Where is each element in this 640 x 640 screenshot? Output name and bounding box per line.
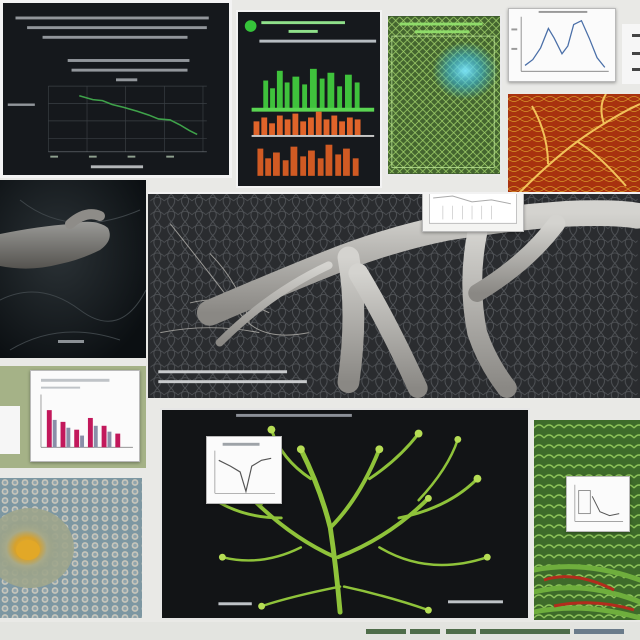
bar-chart-card-graphic (40, 378, 133, 448)
branching-tissue-graphic (150, 194, 640, 398)
bar-chart-graphic (238, 12, 380, 186)
fibers-inset-chart-card (566, 476, 630, 532)
green-bar-chart-panel (236, 10, 382, 188)
green-fibers-panel (534, 420, 640, 620)
green-branching-plant-panel (160, 408, 530, 620)
line-graph-graphic (511, 10, 609, 72)
dark-chart-graphic (3, 3, 229, 175)
tissue-inset-chart-card (422, 194, 524, 232)
plant-inset-chart-card (206, 436, 282, 504)
branching-tissue-panel (148, 192, 640, 398)
dark-branch-graphic (0, 180, 146, 358)
line-graph-card (508, 8, 616, 82)
cell-cluster-panel (0, 478, 142, 618)
bar-chart-card (30, 370, 140, 462)
green-dot-icon (244, 20, 257, 32)
dark-chart-line (79, 95, 198, 136)
dark-chart-panel (0, 0, 232, 178)
network-grid-panel (386, 14, 502, 176)
cell-cluster-graphic (0, 478, 142, 618)
right-edge-text-panel (622, 24, 640, 84)
red-leaf-graphic (508, 94, 640, 206)
red-leaf-panel (508, 94, 640, 206)
dark-branch-panel (0, 180, 146, 358)
network-grid-graphic (388, 16, 500, 174)
bottom-caption-strip (0, 622, 640, 640)
